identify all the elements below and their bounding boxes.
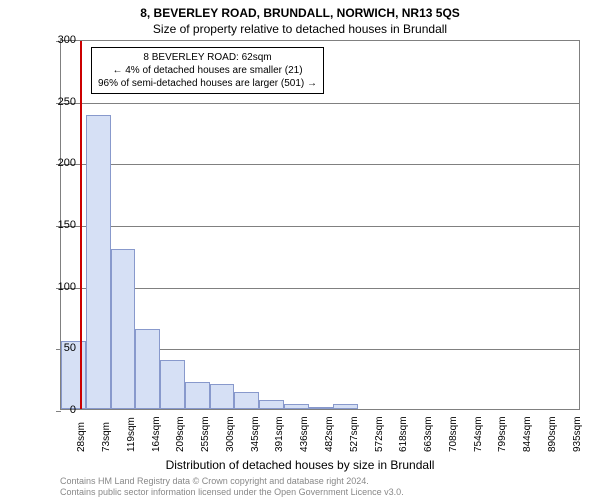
histogram-bar xyxy=(284,404,309,409)
histogram-bar xyxy=(309,407,334,409)
y-tick-label: 300 xyxy=(58,34,76,46)
x-tick-label: 73sqm xyxy=(101,422,112,452)
x-tick-label: 890sqm xyxy=(547,416,558,452)
grid-line xyxy=(61,164,579,165)
y-tick-label: 100 xyxy=(58,281,76,293)
grid-line xyxy=(61,103,579,104)
chart-title-sub: Size of property relative to detached ho… xyxy=(0,22,600,36)
grid-line xyxy=(61,226,579,227)
x-tick-label: 572sqm xyxy=(374,416,385,452)
histogram-bar xyxy=(135,329,160,409)
x-tick-label: 391sqm xyxy=(274,416,285,452)
annotation-line3: 96% of semi-detached houses are larger (… xyxy=(98,77,317,90)
x-tick-label: 844sqm xyxy=(522,416,533,452)
x-axis-label: Distribution of detached houses by size … xyxy=(0,458,600,472)
x-tick-label: 164sqm xyxy=(151,416,162,452)
grid-line xyxy=(61,288,579,289)
chart-title-main: 8, BEVERLEY ROAD, BRUNDALL, NORWICH, NR1… xyxy=(0,6,600,20)
footer-line2: Contains public sector information licen… xyxy=(60,487,404,498)
x-tick-label: 527sqm xyxy=(349,416,360,452)
histogram-bar xyxy=(259,400,284,409)
x-tick-label: 482sqm xyxy=(324,416,335,452)
histogram-bar xyxy=(160,360,185,409)
x-tick-label: 28sqm xyxy=(76,422,87,452)
x-tick-label: 255sqm xyxy=(200,416,211,452)
footer-line1: Contains HM Land Registry data © Crown c… xyxy=(60,476,404,487)
x-tick-label: 754sqm xyxy=(473,416,484,452)
y-tick-label: 50 xyxy=(64,342,76,354)
chart-container: 8 BEVERLEY ROAD: 62sqm← 4% of detached h… xyxy=(60,40,580,410)
x-tick-label: 663sqm xyxy=(423,416,434,452)
y-tick-mark xyxy=(56,411,61,412)
footer-attribution: Contains HM Land Registry data © Crown c… xyxy=(60,476,404,498)
annotation-line2: ← 4% of detached houses are smaller (21) xyxy=(98,64,317,77)
x-tick-label: 345sqm xyxy=(250,416,261,452)
histogram-bar xyxy=(234,392,259,409)
annotation-box: 8 BEVERLEY ROAD: 62sqm← 4% of detached h… xyxy=(91,47,324,94)
plot-area: 8 BEVERLEY ROAD: 62sqm← 4% of detached h… xyxy=(60,40,580,410)
histogram-bar xyxy=(185,382,210,409)
histogram-bar xyxy=(111,249,136,409)
x-tick-label: 935sqm xyxy=(572,416,583,452)
annotation-line1: 8 BEVERLEY ROAD: 62sqm xyxy=(98,51,317,64)
histogram-bar xyxy=(333,404,358,409)
property-marker-line xyxy=(80,41,82,409)
y-tick-label: 0 xyxy=(70,404,76,416)
x-tick-label: 708sqm xyxy=(448,416,459,452)
histogram-bar xyxy=(210,384,235,409)
x-tick-label: 300sqm xyxy=(225,416,236,452)
y-tick-label: 150 xyxy=(58,219,76,231)
x-tick-label: 618sqm xyxy=(398,416,409,452)
x-tick-label: 119sqm xyxy=(126,417,137,452)
x-tick-label: 436sqm xyxy=(299,416,310,452)
x-tick-label: 799sqm xyxy=(497,416,508,452)
x-tick-label: 209sqm xyxy=(175,416,186,452)
y-tick-label: 250 xyxy=(58,96,76,108)
histogram-bar xyxy=(86,115,111,409)
y-tick-label: 200 xyxy=(58,157,76,169)
